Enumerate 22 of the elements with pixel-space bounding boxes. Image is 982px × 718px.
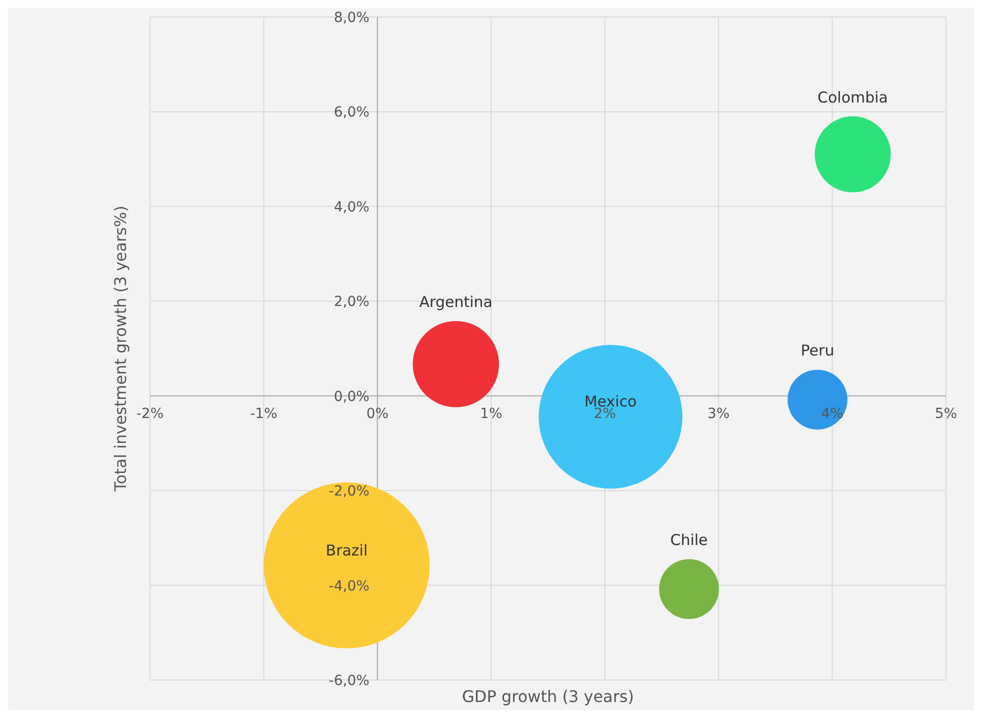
y-tick-label: 0,0% <box>334 388 370 405</box>
y-tick-label: -4,0% <box>328 578 370 594</box>
y-tick-label: 2,0% <box>334 294 370 310</box>
x-tick-label: 4% <box>821 406 844 422</box>
y-tick-label: 8,0% <box>334 10 370 26</box>
x-axis-title: GDP growth (3 years) <box>462 687 634 706</box>
y-tick-label: -6,0% <box>328 673 370 689</box>
series-label: Peru <box>800 342 834 360</box>
y-tick-label: 4,0% <box>334 199 370 216</box>
x-tick-label: -2% <box>136 406 164 422</box>
x-tick-label: 1% <box>480 406 502 422</box>
series-label: Argentina <box>419 293 492 311</box>
y-tick-label: 6,0% <box>334 104 370 121</box>
y-tick-label: -2,0% <box>328 484 370 500</box>
x-tick-label: -1% <box>250 406 278 422</box>
series-label: Chile <box>670 531 708 550</box>
x-tick-label: 0% <box>366 406 389 422</box>
y-axis-title: Total investment growth (3 years%) <box>111 206 130 492</box>
series-label: Brazil <box>326 541 368 560</box>
x-tick-label: 5% <box>934 406 958 422</box>
x-tick-label: 3% <box>707 406 730 422</box>
series-label: Colombia <box>818 88 888 106</box>
